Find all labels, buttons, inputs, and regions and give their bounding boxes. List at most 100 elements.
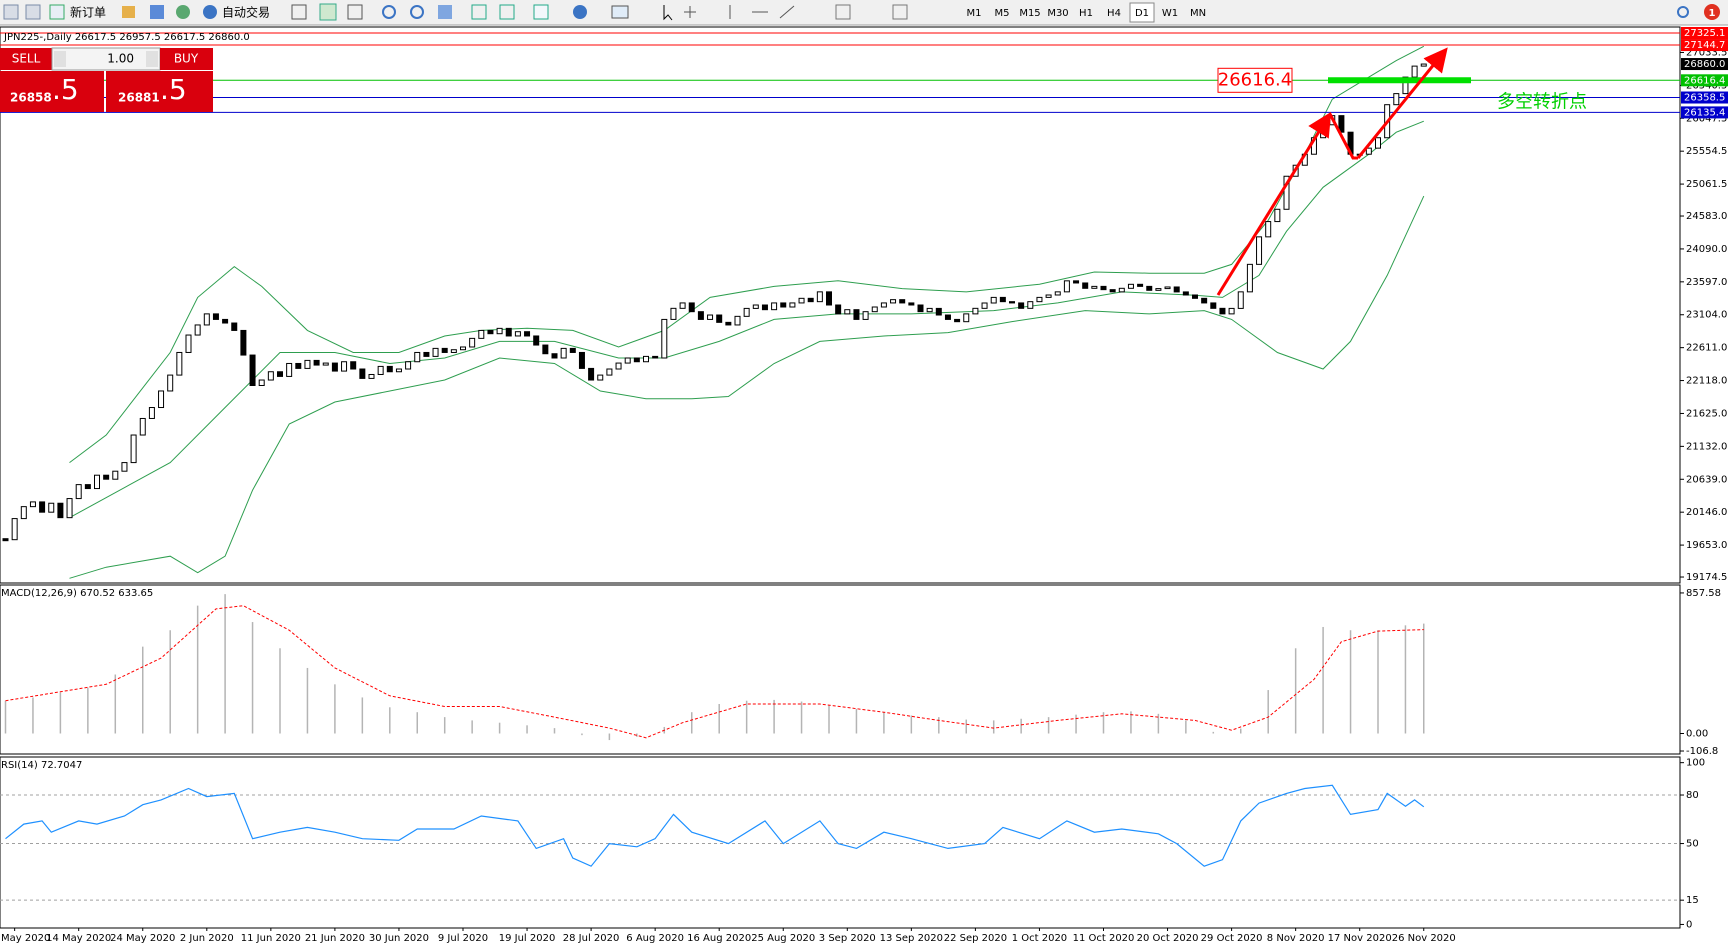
candle (469, 337, 476, 348)
timeframe[interactable]: D1 (1135, 8, 1149, 19)
icon[interactable] (25, 4, 41, 20)
icon[interactable] (291, 4, 307, 20)
indicator-label: RSI(14) 72.7047 (1, 760, 82, 771)
y-tick-label: 20146.0 (1686, 507, 1727, 518)
lots-up[interactable] (146, 51, 158, 67)
timeframe[interactable]: M15 (1019, 8, 1040, 19)
candle (405, 361, 412, 370)
candle (688, 302, 695, 313)
candle (75, 484, 82, 500)
timeframe[interactable]: H4 (1107, 8, 1121, 19)
y-tick-label: 100 (1686, 758, 1705, 769)
timeframe[interactable]: W1 (1162, 8, 1178, 19)
candle (816, 291, 823, 303)
candle (505, 327, 512, 337)
icon[interactable] (835, 4, 851, 20)
candle (1100, 285, 1107, 291)
candle (39, 501, 46, 513)
candle (789, 302, 796, 308)
candle (798, 297, 805, 304)
icon[interactable] (319, 3, 337, 21)
y-tick-label: 23597.0 (1686, 277, 1727, 288)
candle (835, 304, 842, 315)
x-tick-label: 25 Aug 2020 (751, 933, 815, 944)
notification-badge[interactable] (1704, 4, 1720, 20)
ask-fraction: .5 (160, 73, 187, 106)
y-tick-label: 19174.5 (1686, 572, 1727, 583)
symbol-info: JPN225-,Daily 26617.5 26957.5 26617.5 26… (3, 32, 250, 43)
x-tick-label: 30 Jun 2020 (369, 933, 429, 944)
notification-count: 1 (1709, 8, 1716, 19)
icon[interactable] (611, 5, 629, 19)
new-order-icon[interactable] (49, 4, 65, 20)
candle (48, 502, 55, 513)
lots-box[interactable] (51, 47, 161, 71)
icon[interactable] (438, 5, 452, 19)
y-tick-label: 21625.0 (1686, 408, 1727, 419)
auto-trading-icon[interactable] (203, 5, 217, 19)
candle (1192, 294, 1198, 299)
y-tick-label: 27033.5 (1686, 47, 1727, 58)
candle (844, 309, 851, 315)
arrow (1356, 47, 1448, 159)
y-tick-label: 23104.0 (1686, 310, 1727, 321)
sell-button[interactable] (0, 48, 52, 70)
price-box (1217, 67, 1293, 93)
lots-down[interactable] (54, 51, 66, 67)
icon[interactable] (347, 4, 363, 20)
timeframe[interactable]: M30 (1047, 8, 1068, 19)
crosshair-icon[interactable] (684, 6, 696, 18)
icon[interactable] (410, 5, 424, 19)
trend-icon[interactable] (779, 5, 795, 19)
timeframe[interactable]: M5 (995, 8, 1010, 19)
candle (1173, 286, 1180, 293)
icon[interactable] (892, 4, 908, 20)
ask-box[interactable] (106, 71, 213, 112)
candle (148, 407, 155, 419)
one-click-trading: SELL 1.00 BUY 26858 .5 26881 .5 (0, 47, 213, 112)
icon[interactable] (533, 4, 549, 20)
search-icon[interactable] (1677, 6, 1689, 18)
candle (880, 302, 887, 308)
new-order[interactable]: 新订单 (70, 5, 106, 20)
candle (1283, 175, 1290, 210)
bid-box[interactable] (0, 71, 104, 112)
auto-trading[interactable]: 自动交易 (222, 5, 270, 20)
icon[interactable] (471, 4, 487, 20)
timeframe[interactable]: M1 (967, 8, 982, 19)
price-level-label: 26135.4 (1684, 107, 1725, 118)
candle (725, 321, 732, 326)
candle (1219, 307, 1226, 315)
x-tick-label: 17 Nov 2020 (1328, 933, 1392, 944)
candle (697, 311, 704, 320)
buy-label[interactable]: BUY (174, 52, 199, 66)
icon[interactable] (573, 5, 587, 19)
icon[interactable] (3, 4, 19, 20)
x-tick-label: 13 Sep 2020 (880, 933, 943, 944)
candle (597, 374, 604, 381)
price-level-tag (1681, 91, 1728, 104)
toolbar (0, 0, 1728, 25)
icon[interactable] (150, 5, 164, 19)
buy-button[interactable] (160, 48, 213, 70)
icon[interactable] (122, 6, 135, 18)
lots[interactable]: 1.00 (107, 52, 134, 66)
icon[interactable] (176, 5, 190, 19)
arrow (1328, 113, 1358, 160)
timeframe[interactable]: H1 (1079, 8, 1093, 19)
sell-label[interactable]: SELL (12, 52, 41, 66)
candle (29, 501, 36, 508)
candle (853, 309, 860, 320)
rsi-line (5, 784, 1425, 867)
candle (1118, 287, 1125, 293)
candle (1146, 285, 1153, 291)
candle (1228, 307, 1235, 315)
timeframe[interactable]: MN (1190, 8, 1206, 19)
active-timeframe (1129, 2, 1155, 23)
cursor-icon[interactable] (663, 5, 673, 21)
candle (990, 296, 997, 304)
icon[interactable] (499, 4, 515, 20)
candle (20, 506, 27, 520)
candle (1063, 280, 1070, 293)
icon[interactable] (382, 5, 396, 19)
